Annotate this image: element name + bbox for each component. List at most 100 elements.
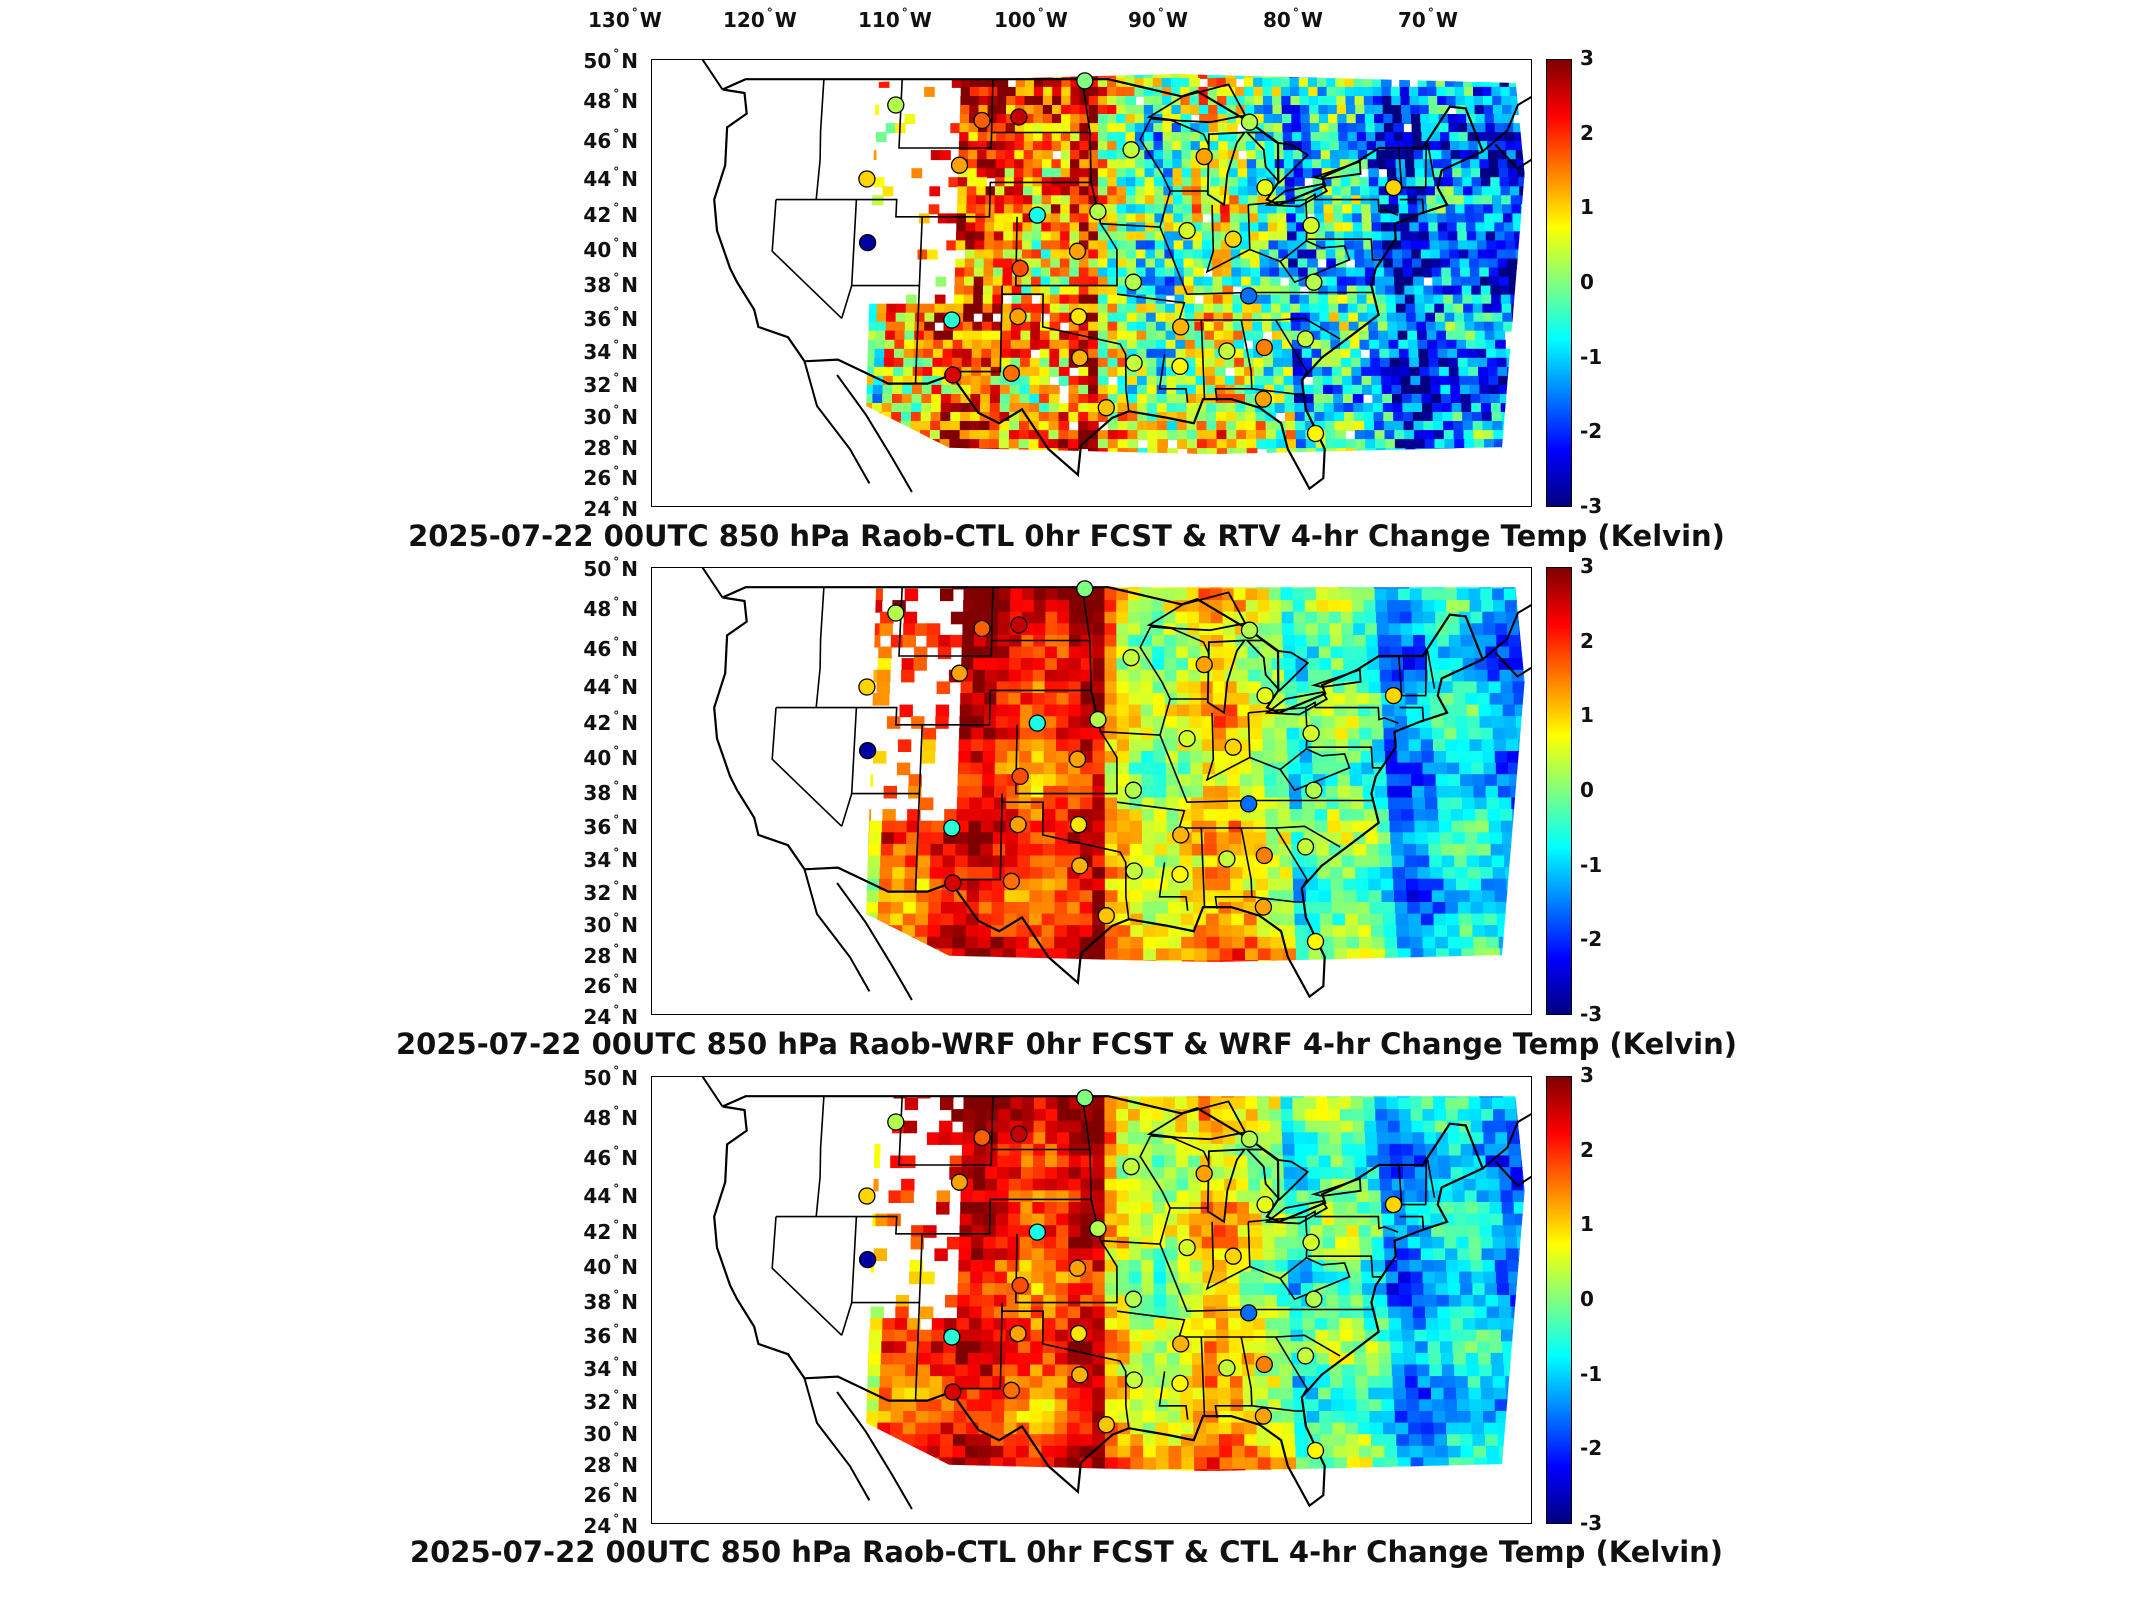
field-cell — [965, 925, 979, 938]
field-cell — [1261, 294, 1272, 305]
field-cell — [1410, 762, 1424, 776]
field-cell — [1251, 774, 1266, 787]
field-cell — [926, 623, 941, 636]
field-cell — [1362, 587, 1376, 590]
field-cell — [1280, 77, 1292, 88]
field-cell — [1354, 96, 1366, 106]
field-cell — [1171, 114, 1183, 124]
field-cell — [1213, 303, 1224, 314]
field-cell — [1117, 843, 1131, 857]
field-cell — [1328, 832, 1342, 845]
field-cell — [1003, 240, 1014, 251]
field-cell — [1362, 77, 1374, 88]
field-cell — [1506, 249, 1517, 260]
field-cell — [1190, 132, 1202, 143]
field-cell — [1236, 681, 1250, 694]
field-cell — [1463, 303, 1474, 314]
field-cell — [1387, 600, 1401, 613]
field-cell — [1344, 421, 1356, 431]
field-cell — [1473, 312, 1485, 323]
field-cell — [1276, 213, 1288, 224]
field-cell — [1376, 809, 1390, 822]
field-cell — [1192, 890, 1207, 903]
field-cell — [1057, 611, 1071, 625]
field-cell — [1060, 240, 1071, 251]
field-cell — [1140, 704, 1155, 718]
field-cell — [1507, 751, 1521, 764]
field-cell — [1125, 159, 1137, 170]
field-cell — [932, 366, 943, 377]
field-cell — [1129, 820, 1143, 834]
field-cell — [1511, 797, 1525, 811]
field-cell — [1156, 339, 1167, 350]
field-cell — [1305, 867, 1319, 880]
field-cell — [1272, 96, 1283, 106]
field-cell — [1068, 430, 1079, 441]
field-cell — [1208, 123, 1220, 134]
field-cell — [1290, 96, 1302, 106]
field-cell — [1070, 159, 1081, 170]
field-cell — [1467, 867, 1482, 880]
field-cell — [866, 890, 867, 903]
field-cell — [991, 890, 1006, 903]
field-cell — [1092, 681, 1106, 694]
field-cell — [1032, 704, 1046, 718]
field-cell — [1028, 466, 1039, 476]
field-cell — [1437, 339, 1448, 350]
field-cell — [1367, 867, 1381, 880]
field-cell — [1262, 321, 1273, 332]
field-cell — [1301, 797, 1316, 811]
field-cell — [1242, 303, 1253, 314]
field-cell — [1352, 222, 1364, 233]
field-cell — [1308, 948, 1323, 961]
field-cell — [1234, 357, 1245, 368]
field-cell — [1212, 658, 1226, 671]
field-cell — [1410, 240, 1422, 251]
field-cell — [1260, 276, 1271, 287]
field-cell — [1236, 439, 1248, 450]
field-cell — [1117, 366, 1129, 377]
field-cell — [920, 430, 931, 441]
field-cell — [1360, 960, 1374, 962]
field-cell — [1280, 878, 1294, 892]
field-cell — [1461, 948, 1475, 961]
field-cell — [1448, 785, 1463, 799]
field-cell — [993, 240, 1005, 251]
field-cell — [854, 376, 865, 386]
field-cell — [1242, 330, 1254, 341]
field-cell — [1265, 412, 1276, 422]
field-cell — [1005, 855, 1019, 869]
field-cell — [1032, 168, 1044, 179]
field-cell — [956, 213, 968, 224]
field-cell — [1506, 611, 1520, 625]
field-cell — [1390, 375, 1402, 386]
field-cell — [969, 86, 981, 97]
field-cell — [1117, 430, 1129, 441]
field-cell — [1432, 587, 1446, 590]
field-cell — [1318, 105, 1330, 115]
field-cell — [1319, 321, 1331, 332]
field-cell — [1213, 716, 1227, 729]
field-cell — [1293, 384, 1305, 395]
field-cell — [1311, 159, 1323, 170]
field-cell — [903, 611, 918, 625]
field-cell — [1374, 114, 1385, 124]
field-cell — [1317, 611, 1331, 625]
field-cell — [1493, 114, 1505, 124]
field-cell — [1371, 213, 1382, 224]
field-cell — [866, 357, 876, 368]
field-cell — [1156, 357, 1167, 368]
field-cell — [1210, 204, 1222, 215]
field-cell — [994, 186, 1006, 197]
field-cell — [1162, 150, 1174, 161]
field-cell — [1142, 867, 1156, 880]
field-cell — [1471, 762, 1485, 776]
field-cell — [1281, 330, 1293, 341]
field-cell — [1253, 820, 1267, 834]
field-cell — [904, 321, 916, 332]
field-cell — [1387, 321, 1399, 332]
field-cell — [1068, 384, 1080, 395]
field-cell — [1180, 123, 1192, 134]
field-cell — [902, 925, 916, 938]
field-cell — [993, 832, 1007, 845]
